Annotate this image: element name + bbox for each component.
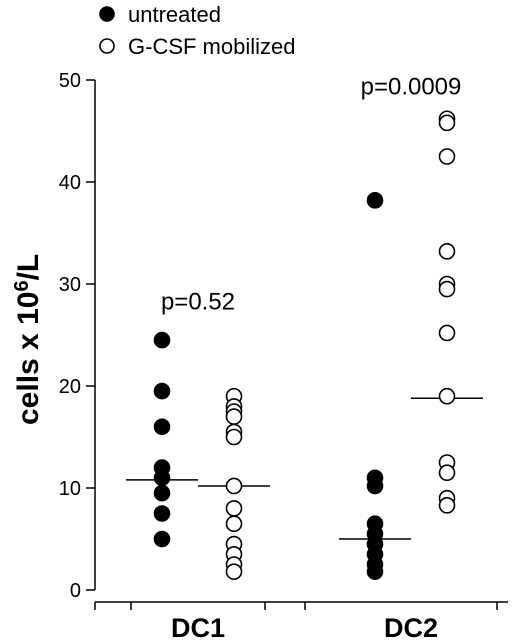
data-point-dc2-filled [366,563,384,580]
data-point-dc2-open [438,387,456,405]
data-points [153,110,456,580]
legend-marker-gcsf [99,38,115,54]
data-point-dc2-open [438,324,456,342]
x-category-label-dc2: DC2 [384,613,438,643]
data-point-dc1-open [225,515,243,533]
annotations: p=0.52 p=0.0009 [161,73,461,315]
legend-marker-untreated [99,6,115,22]
x-axis: DC1 DC2 [94,601,508,643]
data-point-dc1-filled [153,505,171,522]
x-category-label-dc1: DC1 [171,613,225,643]
legend-label-gcsf: G-CSF mobilized [128,34,295,59]
legend-label-untreated: untreated [128,2,221,27]
data-point-dc1-open [225,477,243,495]
y-tick-label: 10 [59,478,81,500]
data-point-dc1-filled [153,469,171,487]
y-tick-label: 40 [59,172,81,194]
data-point-dc1-open [225,500,243,517]
data-point-dc2-open [438,148,456,165]
data-point-dc1-filled [153,484,171,502]
data-point-dc2-open [438,464,456,482]
data-point-dc2-open [438,243,456,260]
y-tick-label: 0 [70,580,81,602]
data-point-dc2-filled [366,192,384,209]
median-lines [126,397,483,540]
data-point-dc2-open [438,497,456,514]
data-point-dc2-open [438,114,456,132]
data-point-dc1-open [225,563,243,580]
data-point-dc1-filled [153,418,171,436]
data-point-dc1-open [225,428,243,446]
p-value-dc1: p=0.52 [161,289,235,316]
data-point-dc2-open [438,280,456,298]
data-point-dc1-open [225,408,243,425]
y-tick-label: 20 [59,376,81,398]
y-axis-label: cells x 106/L [11,254,45,425]
p-value-dc2: p=0.0009 [361,73,462,100]
data-point-dc2-filled [366,477,384,495]
y-tick-label: 30 [59,274,81,296]
y-axis: 0 10 20 30 40 50 [59,70,96,602]
data-point-dc1-filled [153,382,171,400]
legend: untreated G-CSF mobilized [99,2,295,59]
y-tick-label: 50 [59,70,81,92]
data-point-dc1-filled [153,530,171,548]
data-point-dc1-filled [153,331,171,349]
